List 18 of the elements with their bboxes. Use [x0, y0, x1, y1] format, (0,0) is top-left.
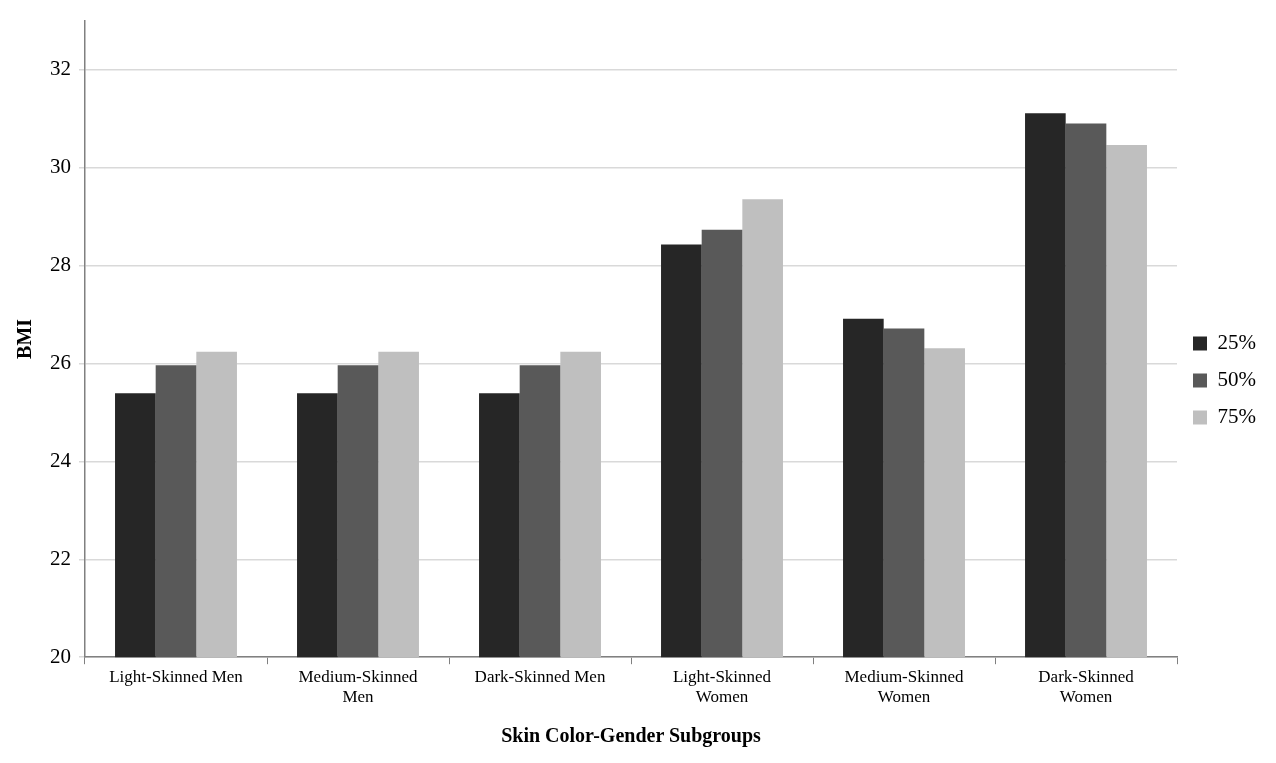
x-axis-title: Skin Color-Gender Subgroups [501, 724, 762, 748]
legend-label: 50% [1217, 367, 1257, 392]
y-tick-label: 30 [50, 154, 71, 179]
x-tick-label: Dark-Skinned Men [474, 666, 606, 686]
x-tick-label: Dark-Skinned Women [1038, 666, 1135, 707]
y-tick-label: 20 [50, 643, 71, 668]
y-tick-label: 28 [50, 251, 71, 276]
y-tick-label: 22 [50, 545, 71, 570]
legend-label: 75% [1217, 404, 1257, 429]
x-tick-label: Light-Skinned Women [672, 666, 772, 707]
y-tick-label: 24 [50, 447, 72, 472]
x-tick-label: Medium-Skinned Women [844, 666, 964, 707]
y-tick-label: 26 [50, 349, 71, 374]
y-tick-label: 32 [50, 56, 71, 81]
y-axis-title: BMI [13, 318, 36, 359]
legend-label: 25% [1217, 330, 1257, 355]
x-tick-label: Medium-Skinned Men [298, 666, 418, 707]
x-tick-label: Light-Skinned Men [109, 666, 244, 686]
